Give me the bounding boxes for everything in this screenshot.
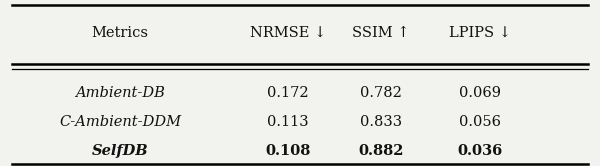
- Text: 0.113: 0.113: [267, 115, 309, 129]
- Text: 0.833: 0.833: [360, 115, 402, 129]
- Text: NRMSE ↓: NRMSE ↓: [250, 26, 326, 40]
- Text: C-Ambient-DDM: C-Ambient-DDM: [59, 115, 181, 129]
- Text: LPIPS ↓: LPIPS ↓: [449, 26, 511, 40]
- Text: 0.069: 0.069: [459, 86, 501, 100]
- Text: 0.172: 0.172: [267, 86, 309, 100]
- Text: Ambient-DB: Ambient-DB: [75, 86, 165, 100]
- Text: 0.056: 0.056: [459, 115, 501, 129]
- Text: 0.108: 0.108: [265, 144, 311, 158]
- Text: 0.882: 0.882: [358, 144, 404, 158]
- Text: 0.036: 0.036: [457, 144, 503, 158]
- Text: SSIM ↑: SSIM ↑: [352, 26, 410, 40]
- Text: 0.782: 0.782: [360, 86, 402, 100]
- Text: Metrics: Metrics: [91, 26, 149, 40]
- Text: SelfDB: SelfDB: [92, 144, 148, 158]
